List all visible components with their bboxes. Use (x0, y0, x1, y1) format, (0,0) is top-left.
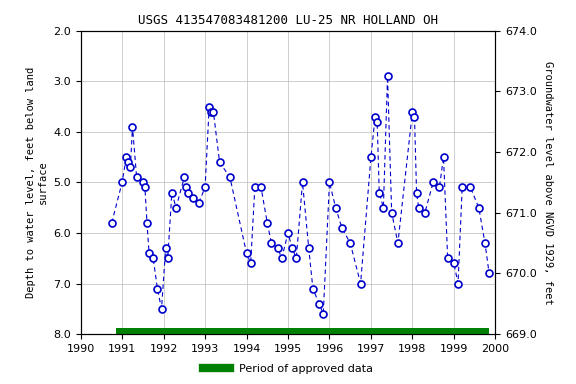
Bar (116, 328, 489, 334)
Title: USGS 413547083481200 LU-25 NR HOLLAND OH: USGS 413547083481200 LU-25 NR HOLLAND OH (138, 14, 438, 27)
Legend: Period of approved data: Period of approved data (198, 359, 378, 379)
Y-axis label: Groundwater level above NGVD 1929, feet: Groundwater level above NGVD 1929, feet (543, 61, 552, 304)
Y-axis label: Depth to water level, feet below land
surface: Depth to water level, feet below land su… (26, 67, 48, 298)
